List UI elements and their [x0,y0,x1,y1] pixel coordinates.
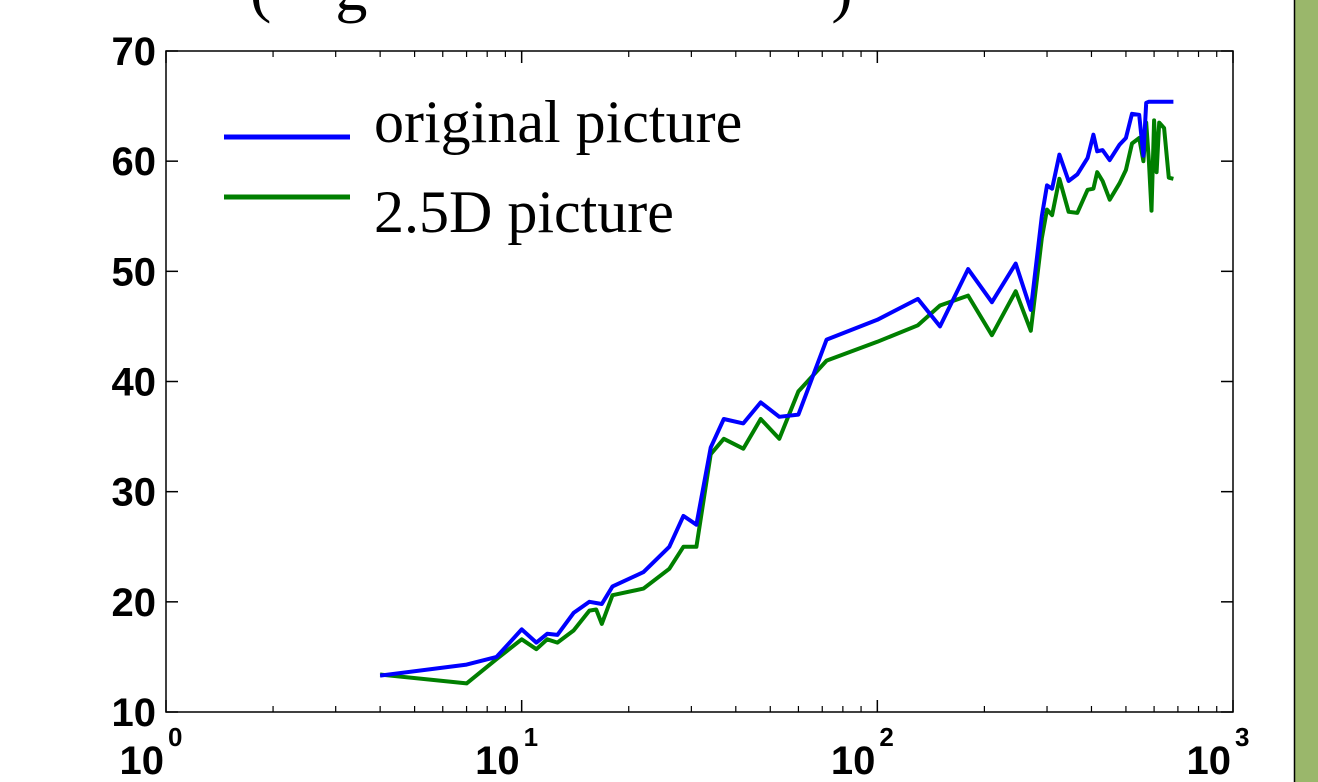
x-tick-base: 10 [1187,739,1232,782]
side-panel [1293,0,1318,782]
x-tick-label: 102 [831,722,894,782]
y-tick-label: 40 [112,361,157,405]
series-line-2-5d [379,118,1174,686]
x-tick-exponent: 3 [1235,722,1249,752]
y-tick-label: 70 [112,30,157,74]
x-tick-label: 100 [120,722,183,782]
title-fragment: ( g ) [250,0,853,24]
y-tick-label: 50 [112,250,157,294]
x-tick-exponent: 0 [168,722,182,752]
legend-label-2-5d: 2.5D picture [374,179,674,245]
series-line-original [379,99,1174,678]
y-tick-label: 30 [112,471,157,515]
series-layer [379,99,1174,686]
x-tick-base: 10 [831,739,876,782]
x-tick-exponent: 1 [524,722,538,752]
legend-label-original: original picture [374,89,742,155]
legend: original picture 2.5D picture [224,89,742,245]
x-tick-label: 101 [475,722,538,782]
x-tick-base: 10 [475,739,520,782]
y-tick-label: 60 [112,140,157,184]
y-tick-label: 20 [112,581,157,625]
x-tick-exponent: 2 [879,722,893,752]
x-tick-base: 10 [120,739,165,782]
y-tick-label: 10 [112,691,157,735]
x-tick-label: 103 [1187,722,1250,782]
